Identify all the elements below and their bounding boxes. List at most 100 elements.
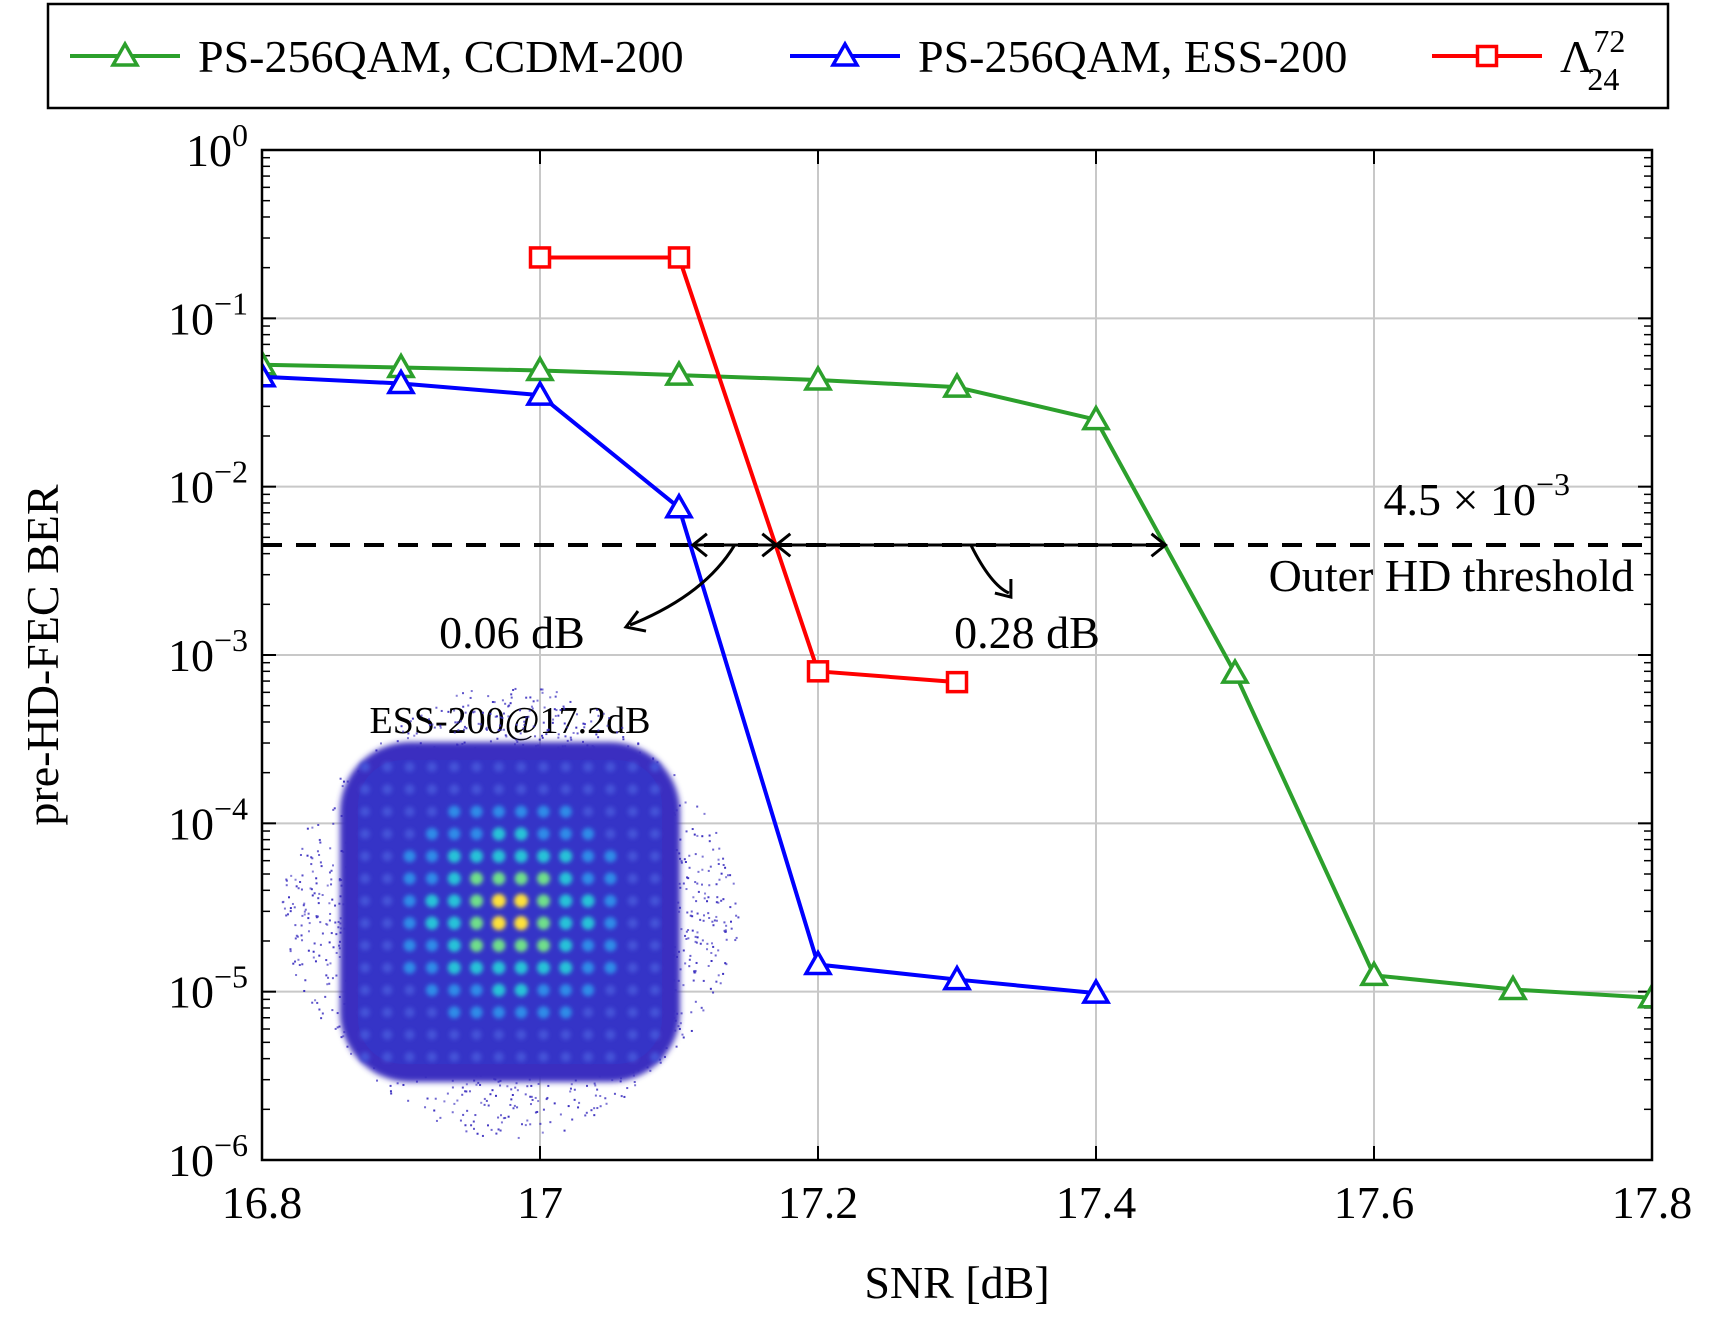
scatter-dot <box>680 928 683 931</box>
scatter-dot <box>487 1104 490 1107</box>
scatter-dot <box>329 962 332 965</box>
scatter-dot <box>530 1095 533 1098</box>
scatter-dot <box>563 707 566 710</box>
scatter-dot <box>707 912 710 915</box>
scatter-dot <box>321 932 324 935</box>
data-point-marker <box>524 379 556 406</box>
scatter-dot <box>485 727 488 730</box>
y-tick-label: 10−5 <box>168 959 248 1018</box>
plot-area: ESS-200@17.2dB 4.5 × 10−3 Outer HD thresh… <box>168 117 1692 1228</box>
scatter-dot <box>303 902 306 905</box>
scatter-dot <box>523 723 526 726</box>
scatter-dot <box>696 912 699 915</box>
scatter-dot <box>595 733 598 736</box>
scatter-dot <box>534 735 537 738</box>
scatter-dot <box>688 866 691 869</box>
data-point-marker <box>941 371 973 398</box>
scatter-dot <box>406 737 409 740</box>
constellation-point <box>382 784 393 795</box>
scatter-dot <box>318 892 321 895</box>
scatter-dot <box>532 700 535 703</box>
constellation-point <box>425 939 438 952</box>
scatter-dot <box>294 960 297 963</box>
scatter-dot <box>500 1114 503 1117</box>
plot-frame <box>260 148 1654 1162</box>
constellation-point <box>403 939 416 952</box>
constellation-point <box>537 1006 550 1019</box>
scatter-dot <box>542 721 545 724</box>
constellation-point <box>493 1029 504 1040</box>
constellation-point <box>650 962 660 973</box>
data-point-marker <box>262 361 278 388</box>
scatter-dot <box>291 902 294 905</box>
scatter-dot <box>537 1082 540 1085</box>
scatter-dot <box>463 725 466 728</box>
constellation-point <box>583 1052 594 1062</box>
scatter-dot <box>567 1105 570 1108</box>
scatter-dot <box>420 714 423 717</box>
scatter-dot <box>307 949 310 952</box>
scatter-dot <box>679 968 682 971</box>
scatter-dot <box>456 1099 459 1102</box>
scatter-dot <box>486 1124 489 1127</box>
x-axis-label: SNR [dB] <box>864 1257 1049 1308</box>
constellation-point <box>515 1006 528 1019</box>
constellation-point <box>470 894 484 908</box>
scatter-dot <box>285 884 288 887</box>
scatter-dot <box>487 695 490 698</box>
scatter-dot <box>295 974 298 977</box>
constellation-point <box>514 893 529 908</box>
scatter-dot <box>504 702 507 705</box>
constellation-point <box>449 762 460 772</box>
scatter-dot <box>678 1027 681 1030</box>
x-tick-label: 17.8 <box>1612 1177 1693 1228</box>
scatter-dot <box>694 935 697 938</box>
scatter-dot <box>462 705 465 708</box>
constellation-point <box>360 851 370 862</box>
scatter-dot <box>575 726 578 729</box>
constellation-point <box>425 984 438 997</box>
constellation-point <box>470 984 483 997</box>
scatter-dot <box>389 1084 392 1087</box>
scatter-dot <box>593 1107 596 1110</box>
constellation-point <box>514 849 528 863</box>
scatter-dot <box>303 913 306 916</box>
constellation-point <box>491 916 506 931</box>
scatter-dot <box>578 1101 581 1104</box>
scatter-dot <box>694 1000 697 1003</box>
constellation-point <box>404 828 415 839</box>
constellation-point <box>447 916 461 930</box>
scatter-dot <box>689 954 692 957</box>
scatter-dot <box>483 1103 486 1106</box>
scatter-dot <box>599 1105 602 1108</box>
scatter-dot <box>737 916 740 919</box>
scatter-dot <box>620 1095 623 1098</box>
constellation-point <box>515 805 528 818</box>
scatter-dot <box>303 989 306 992</box>
scatter-dot <box>314 999 317 1002</box>
scatter-dot <box>523 720 526 723</box>
scatter-dot <box>534 1096 537 1099</box>
scatter-dot <box>711 920 714 923</box>
constellation-point <box>536 916 550 930</box>
scatter-dot <box>597 714 600 717</box>
constellation-point <box>471 1029 482 1040</box>
scatter-dot <box>682 949 685 952</box>
scatter-dot <box>697 890 700 893</box>
scatter-dot <box>301 847 304 850</box>
scatter-dot <box>724 929 727 932</box>
constellation-point <box>559 938 573 952</box>
scatter-dot <box>318 853 321 856</box>
scatter-dot <box>472 1127 475 1130</box>
scatter-dot <box>315 877 318 880</box>
scatter-dot <box>333 807 336 810</box>
constellation-point <box>471 762 482 772</box>
scatter-dot <box>590 1109 593 1112</box>
scatter-dot <box>608 717 611 720</box>
scatter-dot <box>453 1102 456 1105</box>
scatter-dot <box>502 728 505 731</box>
scatter-dot <box>552 718 555 721</box>
scatter-dot <box>572 731 575 734</box>
scatter-dot <box>489 740 492 743</box>
scatter-dot <box>679 1022 682 1025</box>
